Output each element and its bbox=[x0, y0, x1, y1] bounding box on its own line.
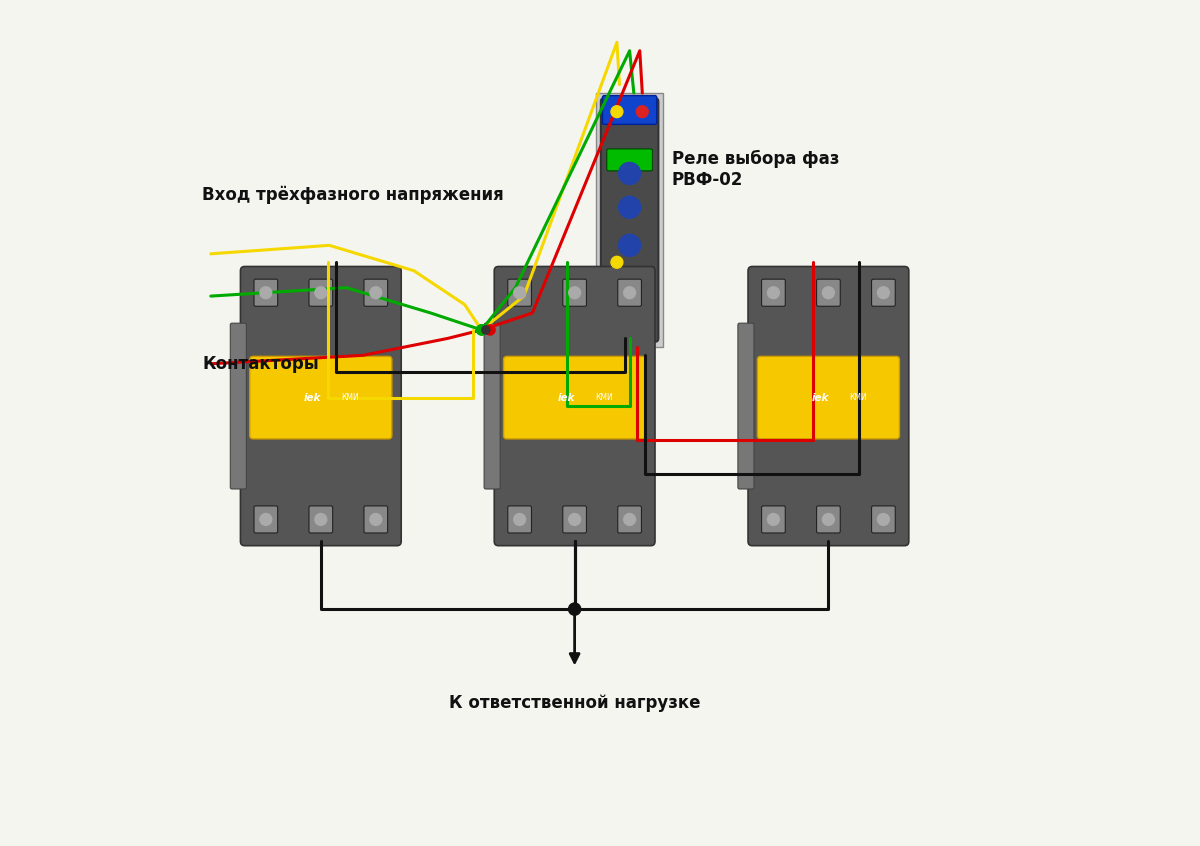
FancyBboxPatch shape bbox=[563, 279, 587, 306]
Text: К ответственной нагрузке: К ответственной нагрузке bbox=[449, 694, 701, 711]
FancyBboxPatch shape bbox=[762, 279, 785, 306]
FancyBboxPatch shape bbox=[364, 279, 388, 306]
FancyBboxPatch shape bbox=[871, 506, 895, 533]
Circle shape bbox=[877, 287, 889, 299]
Circle shape bbox=[624, 287, 636, 299]
FancyBboxPatch shape bbox=[605, 313, 655, 338]
Circle shape bbox=[768, 287, 779, 299]
Circle shape bbox=[822, 287, 834, 299]
FancyBboxPatch shape bbox=[308, 279, 332, 306]
Circle shape bbox=[822, 514, 834, 525]
FancyBboxPatch shape bbox=[618, 279, 642, 306]
FancyBboxPatch shape bbox=[762, 506, 785, 533]
Circle shape bbox=[514, 287, 526, 299]
FancyBboxPatch shape bbox=[504, 356, 646, 439]
FancyBboxPatch shape bbox=[816, 279, 840, 306]
Text: КМИ: КМИ bbox=[342, 393, 359, 402]
Circle shape bbox=[370, 287, 382, 299]
FancyBboxPatch shape bbox=[871, 279, 895, 306]
Text: Контакторы: Контакторы bbox=[203, 354, 319, 373]
Circle shape bbox=[485, 325, 496, 335]
FancyBboxPatch shape bbox=[230, 323, 246, 489]
Circle shape bbox=[611, 256, 623, 268]
Circle shape bbox=[514, 514, 526, 525]
FancyBboxPatch shape bbox=[748, 266, 908, 546]
FancyBboxPatch shape bbox=[364, 506, 388, 533]
Circle shape bbox=[476, 325, 487, 335]
FancyBboxPatch shape bbox=[484, 323, 500, 489]
Circle shape bbox=[619, 196, 641, 218]
FancyBboxPatch shape bbox=[602, 96, 656, 124]
FancyBboxPatch shape bbox=[757, 356, 900, 439]
Circle shape bbox=[619, 162, 641, 184]
Circle shape bbox=[569, 514, 581, 525]
Text: Реле выбора фаз
РВФ-02: Реле выбора фаз РВФ-02 bbox=[672, 150, 839, 189]
Text: iek: iek bbox=[811, 393, 829, 403]
FancyBboxPatch shape bbox=[254, 279, 277, 306]
FancyBboxPatch shape bbox=[738, 323, 754, 489]
FancyBboxPatch shape bbox=[250, 356, 392, 439]
Circle shape bbox=[636, 106, 648, 118]
Circle shape bbox=[611, 106, 623, 118]
Circle shape bbox=[877, 514, 889, 525]
Text: Вход трёхфазного напряжения: Вход трёхфазного напряжения bbox=[203, 185, 504, 204]
FancyBboxPatch shape bbox=[254, 506, 277, 533]
Circle shape bbox=[476, 325, 487, 335]
Circle shape bbox=[260, 514, 271, 525]
Circle shape bbox=[569, 287, 581, 299]
Text: КМИ: КМИ bbox=[850, 393, 866, 402]
FancyBboxPatch shape bbox=[308, 506, 332, 533]
Text: iek: iek bbox=[558, 393, 575, 403]
Circle shape bbox=[370, 514, 382, 525]
Circle shape bbox=[481, 326, 490, 334]
FancyBboxPatch shape bbox=[601, 98, 659, 342]
Text: КМИ: КМИ bbox=[595, 393, 613, 402]
FancyBboxPatch shape bbox=[816, 506, 840, 533]
Circle shape bbox=[314, 514, 326, 525]
Circle shape bbox=[768, 514, 779, 525]
FancyBboxPatch shape bbox=[240, 266, 401, 546]
Circle shape bbox=[619, 234, 641, 256]
Circle shape bbox=[314, 287, 326, 299]
Circle shape bbox=[569, 603, 581, 615]
Circle shape bbox=[260, 287, 271, 299]
FancyBboxPatch shape bbox=[607, 149, 653, 171]
FancyBboxPatch shape bbox=[563, 506, 587, 533]
FancyBboxPatch shape bbox=[618, 506, 642, 533]
FancyBboxPatch shape bbox=[595, 93, 664, 347]
Circle shape bbox=[624, 514, 636, 525]
FancyBboxPatch shape bbox=[508, 506, 532, 533]
FancyBboxPatch shape bbox=[494, 266, 655, 546]
FancyBboxPatch shape bbox=[508, 279, 532, 306]
Text: iek: iek bbox=[304, 393, 322, 403]
